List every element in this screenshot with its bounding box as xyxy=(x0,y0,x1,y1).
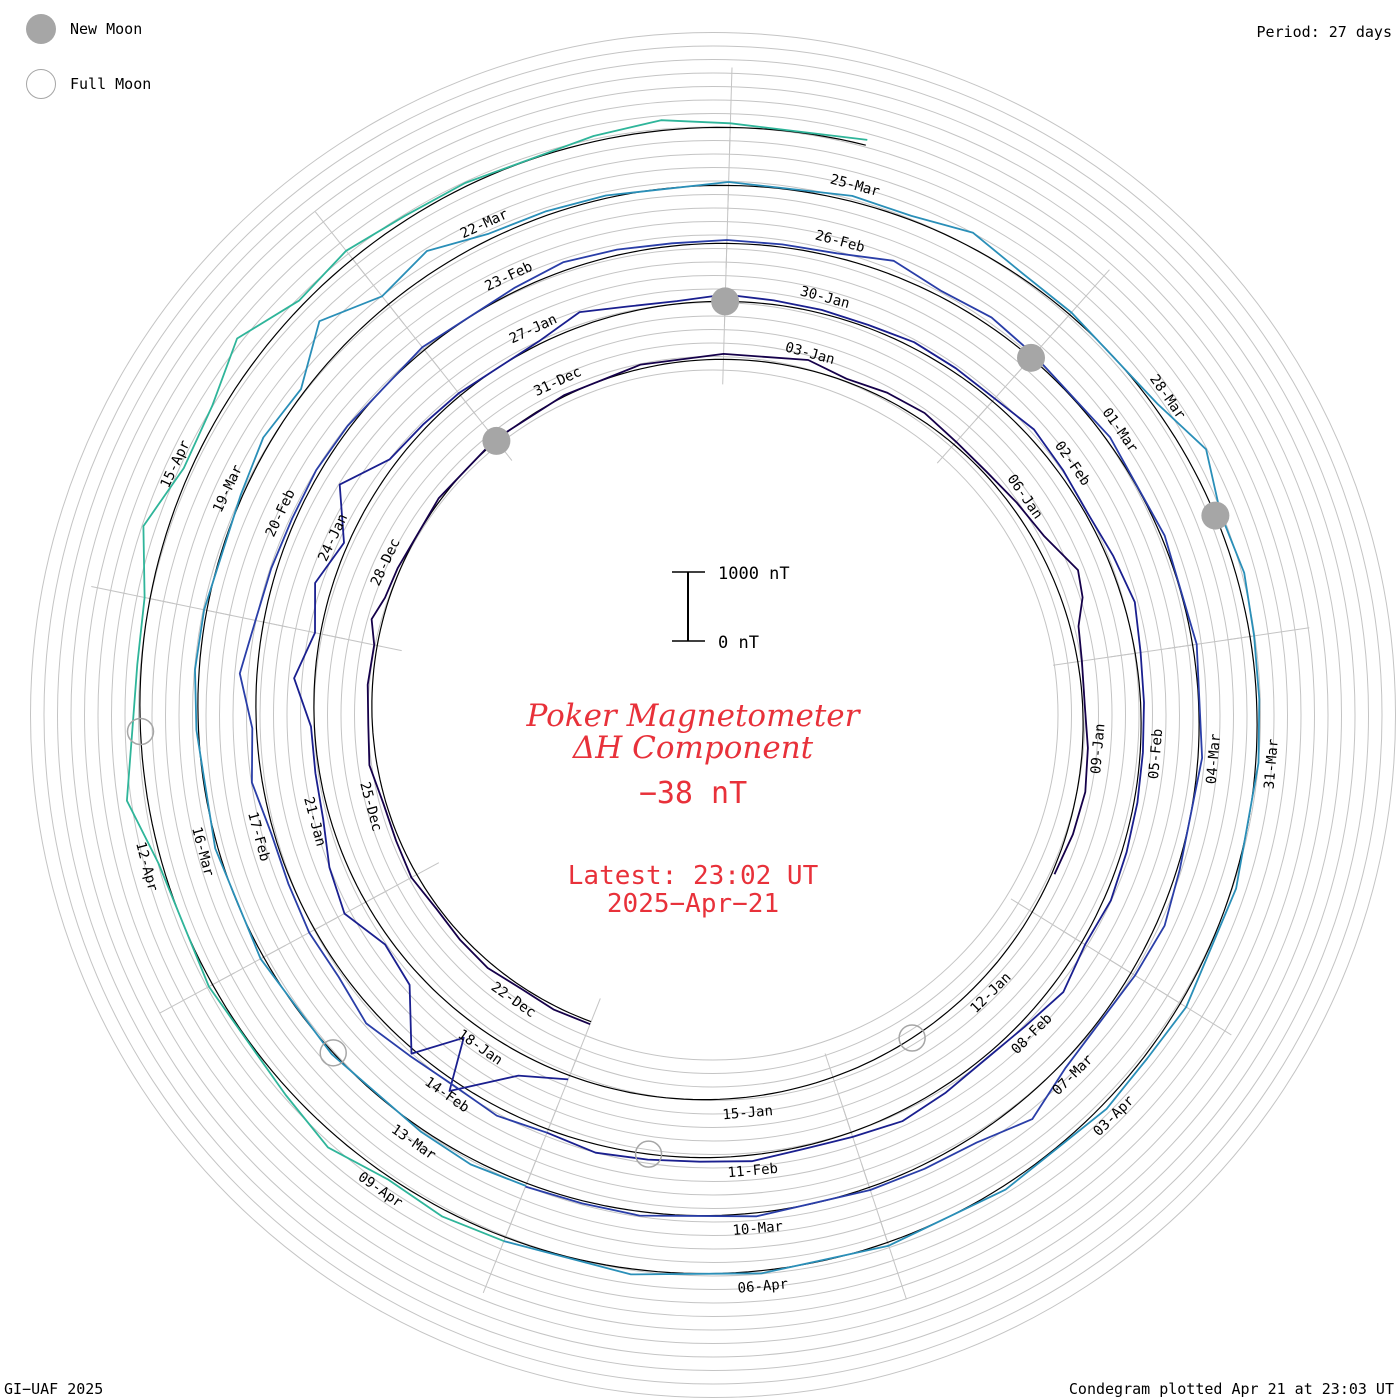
date-label: 28-Mar xyxy=(1146,372,1188,423)
full-moon-marker xyxy=(898,1024,926,1052)
date-label: 04-Mar xyxy=(1204,733,1224,785)
date-label: 18-Jan xyxy=(455,1027,506,1069)
full-moon-icon xyxy=(26,69,56,99)
date-label: 09-Jan xyxy=(1088,723,1108,775)
date-label: 31-Mar xyxy=(1262,738,1282,790)
footer-credit: GI−UAF 2025 xyxy=(4,1380,104,1398)
radial-spoke xyxy=(1225,627,1310,641)
grid-ring xyxy=(111,113,1315,1317)
scale-bar-bottom-label: 0 nT xyxy=(718,633,759,653)
radial-spoke xyxy=(879,1218,907,1300)
grid-ring xyxy=(327,329,1099,1101)
grid-ring xyxy=(205,207,1221,1223)
series-line xyxy=(194,181,1261,1276)
grid-ring xyxy=(232,234,1194,1196)
series-line xyxy=(293,293,1145,1163)
chart-title-line1: Poker Magnetometer xyxy=(526,698,860,734)
grid-ring xyxy=(178,180,1248,1250)
grid-ring xyxy=(84,86,1342,1344)
series-layer xyxy=(126,119,1261,1276)
grid-ring xyxy=(273,275,1153,1155)
new-moon-icon xyxy=(26,14,56,44)
legend-full-moon-label: Full Moon xyxy=(70,75,152,93)
grid-ring xyxy=(286,288,1140,1142)
grid-ring xyxy=(151,153,1275,1277)
radial-spoke xyxy=(729,67,733,153)
new-moon-marker xyxy=(482,426,511,455)
new-moon-marker xyxy=(1017,343,1046,372)
date-label: 19-Mar xyxy=(210,462,246,515)
current-value: −38 nT xyxy=(638,776,748,811)
legend-new-moon-label: New Moon xyxy=(70,20,143,38)
date-label: 10-Mar xyxy=(732,1219,784,1239)
grid-ring xyxy=(97,99,1329,1331)
series-line xyxy=(126,119,868,1242)
full-moon-marker xyxy=(126,717,155,746)
date-label: 03-Jan xyxy=(783,340,836,369)
date-label: 31-Dec xyxy=(531,364,584,400)
chart-title: Poker Magnetometer ΔH Component xyxy=(420,700,966,764)
legend-full-moon: Full Moon xyxy=(26,69,151,99)
grid-ring xyxy=(57,59,1369,1371)
chart-title-line2: ΔH Component xyxy=(572,730,814,766)
date-label: 30-Jan xyxy=(798,284,851,313)
radial-spoke xyxy=(91,585,175,605)
date-label: 15-Apr xyxy=(158,438,194,491)
date-label: 15-Jan xyxy=(722,1103,774,1123)
series-line xyxy=(366,353,1089,1026)
ring-grid xyxy=(30,32,1396,1398)
radial-spoke xyxy=(314,211,369,279)
grid-ring xyxy=(246,248,1180,1182)
date-label: 27-Jan xyxy=(507,311,560,347)
legend-new-moon: New Moon xyxy=(26,14,142,44)
date-label: 06-Apr xyxy=(737,1276,789,1296)
baseline-spiral-path xyxy=(139,126,1258,1275)
radial-spoke xyxy=(159,972,235,1014)
grid-ring xyxy=(165,167,1261,1263)
period-label: Period: 27 days xyxy=(1256,23,1392,41)
radial-spoke xyxy=(1052,269,1110,334)
date-label: 24-Jan xyxy=(315,511,351,564)
new-moon-marker xyxy=(1201,501,1230,530)
baseline-spiral xyxy=(139,126,1258,1275)
grid-ring xyxy=(30,32,1396,1398)
scale-bar: 1000 nT 0 nT xyxy=(672,564,790,653)
grid-ring xyxy=(219,221,1207,1209)
date-label: 20-Feb xyxy=(263,487,299,540)
radial-spoke xyxy=(482,1213,516,1294)
date-label: 11-Feb xyxy=(727,1161,779,1181)
full-moon-marker xyxy=(319,1039,347,1067)
grid-ring xyxy=(259,261,1167,1169)
new-moon-marker xyxy=(711,287,740,316)
grid-ring xyxy=(43,45,1383,1385)
footer-plotted: Condegram plotted Apr 21 at 23:03 UT xyxy=(1068,1380,1394,1398)
grid-ring xyxy=(138,140,1288,1290)
latest-timestamp: Latest: 23:02 UT 2025−Apr−21 xyxy=(500,862,886,918)
grid-ring xyxy=(192,194,1234,1236)
latest-time: Latest: 23:02 UT xyxy=(567,861,819,891)
date-label: 23-Feb xyxy=(482,259,535,295)
latest-date: 2025−Apr−21 xyxy=(606,889,780,919)
grid-ring xyxy=(70,72,1356,1358)
moon-markers xyxy=(126,287,1230,1168)
radial-spoke xyxy=(1158,989,1232,1036)
grid-ring xyxy=(354,356,1072,1074)
date-label: 05-Feb xyxy=(1146,728,1166,780)
full-moon-marker xyxy=(634,1140,663,1168)
scale-bar-top-label: 1000 nT xyxy=(718,564,790,584)
series-line xyxy=(238,239,1203,1218)
date-label: 12-Jan xyxy=(967,970,1014,1017)
